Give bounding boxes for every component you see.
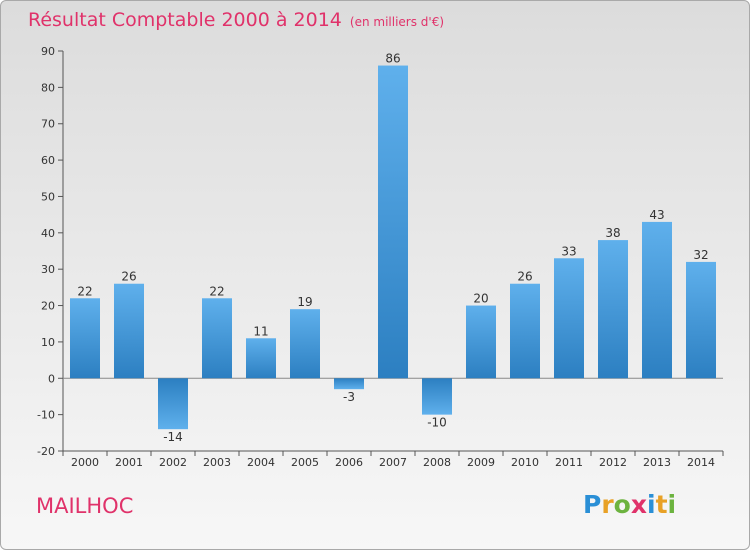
bar (686, 261, 716, 379)
bar-value-label: 20 (473, 292, 488, 306)
bar (466, 305, 496, 379)
x-tick-label: 2009 (467, 456, 495, 469)
y-tick-label: 0 (48, 372, 55, 385)
bar (334, 378, 364, 390)
logo-letter: P (583, 490, 602, 519)
bar (642, 221, 672, 379)
y-tick-label: 50 (41, 190, 55, 203)
bar-value-label: 38 (605, 226, 620, 240)
bar (554, 258, 584, 379)
bar-value-label: 43 (649, 208, 664, 222)
y-tick-label: -10 (37, 409, 55, 422)
y-tick-label: 80 (41, 81, 55, 94)
x-tick-label: 2002 (159, 456, 187, 469)
bar-value-label: 26 (121, 270, 136, 284)
labels: 22 26 -14 22 11 19 -3 86 -10 20 26 33 38 43 32 (77, 52, 708, 445)
y-tick-label: 30 (41, 263, 55, 276)
bar (114, 283, 144, 379)
y-tick-label: 60 (41, 154, 55, 167)
bar (202, 298, 232, 379)
bar-value-label: 26 (517, 270, 532, 284)
x-tick-label: 2000 (71, 456, 99, 469)
y-tick-label: 20 (41, 300, 55, 313)
bar-value-label: 33 (561, 244, 576, 258)
x-tick-label: 2014 (687, 456, 715, 469)
x-tick-label: 2005 (291, 456, 319, 469)
x-tick-label: 2010 (511, 456, 539, 469)
bar-value-label: 86 (385, 52, 400, 66)
bar (510, 283, 540, 379)
x-tick-label: 2006 (335, 456, 363, 469)
bar (158, 378, 188, 430)
logo-letter: t (655, 490, 668, 519)
title-unit: (en milliers d'€) (349, 15, 445, 29)
bar-value-label: 19 (297, 295, 312, 309)
x-tick-label: 2012 (599, 456, 627, 469)
chart-title: Résultat Comptable 2000 à 2014 (en millie… (28, 9, 444, 31)
y-tick-label: 10 (41, 336, 55, 349)
y-tick-label: 40 (41, 227, 55, 240)
bar (290, 309, 320, 379)
bar (378, 65, 408, 379)
logo-letter: i (667, 490, 677, 519)
x-tick-label: 2007 (379, 456, 407, 469)
x-tick-label: 2004 (247, 456, 275, 469)
y-tick-label: 70 (41, 118, 55, 131)
proxiti-logo: Proxiti (583, 490, 676, 519)
bar-value-label: 22 (209, 284, 224, 298)
bar-value-label: -3 (343, 390, 355, 404)
y-tick-label: -20 (37, 445, 55, 458)
y-tick-label: 90 (41, 45, 55, 58)
bar-value-label: -14 (163, 430, 183, 444)
logo-letter: i (647, 490, 656, 519)
x-tick-label: 2011 (555, 456, 583, 469)
logo-letter: x (630, 490, 647, 519)
bar-value-label: 32 (693, 248, 708, 262)
bar (246, 338, 276, 379)
logo-letter: r (601, 490, 614, 519)
x-tick-label: 2001 (115, 456, 143, 469)
x-tick-label: 2003 (203, 456, 231, 469)
x-tick-label: 2008 (423, 456, 451, 469)
bar (598, 240, 628, 379)
logo-letter: o (613, 490, 631, 519)
bars (70, 65, 716, 430)
bar (70, 298, 100, 379)
bar-value-label: -10 (427, 416, 447, 430)
bar-value-label: 11 (253, 324, 268, 338)
commune-name: MAILHOC (36, 494, 134, 518)
title-text: Résultat Comptable 2000 à 2014 (28, 9, 342, 31)
bar (422, 378, 452, 415)
bar-value-label: 22 (77, 284, 92, 298)
x-tick-label: 2013 (643, 456, 671, 469)
